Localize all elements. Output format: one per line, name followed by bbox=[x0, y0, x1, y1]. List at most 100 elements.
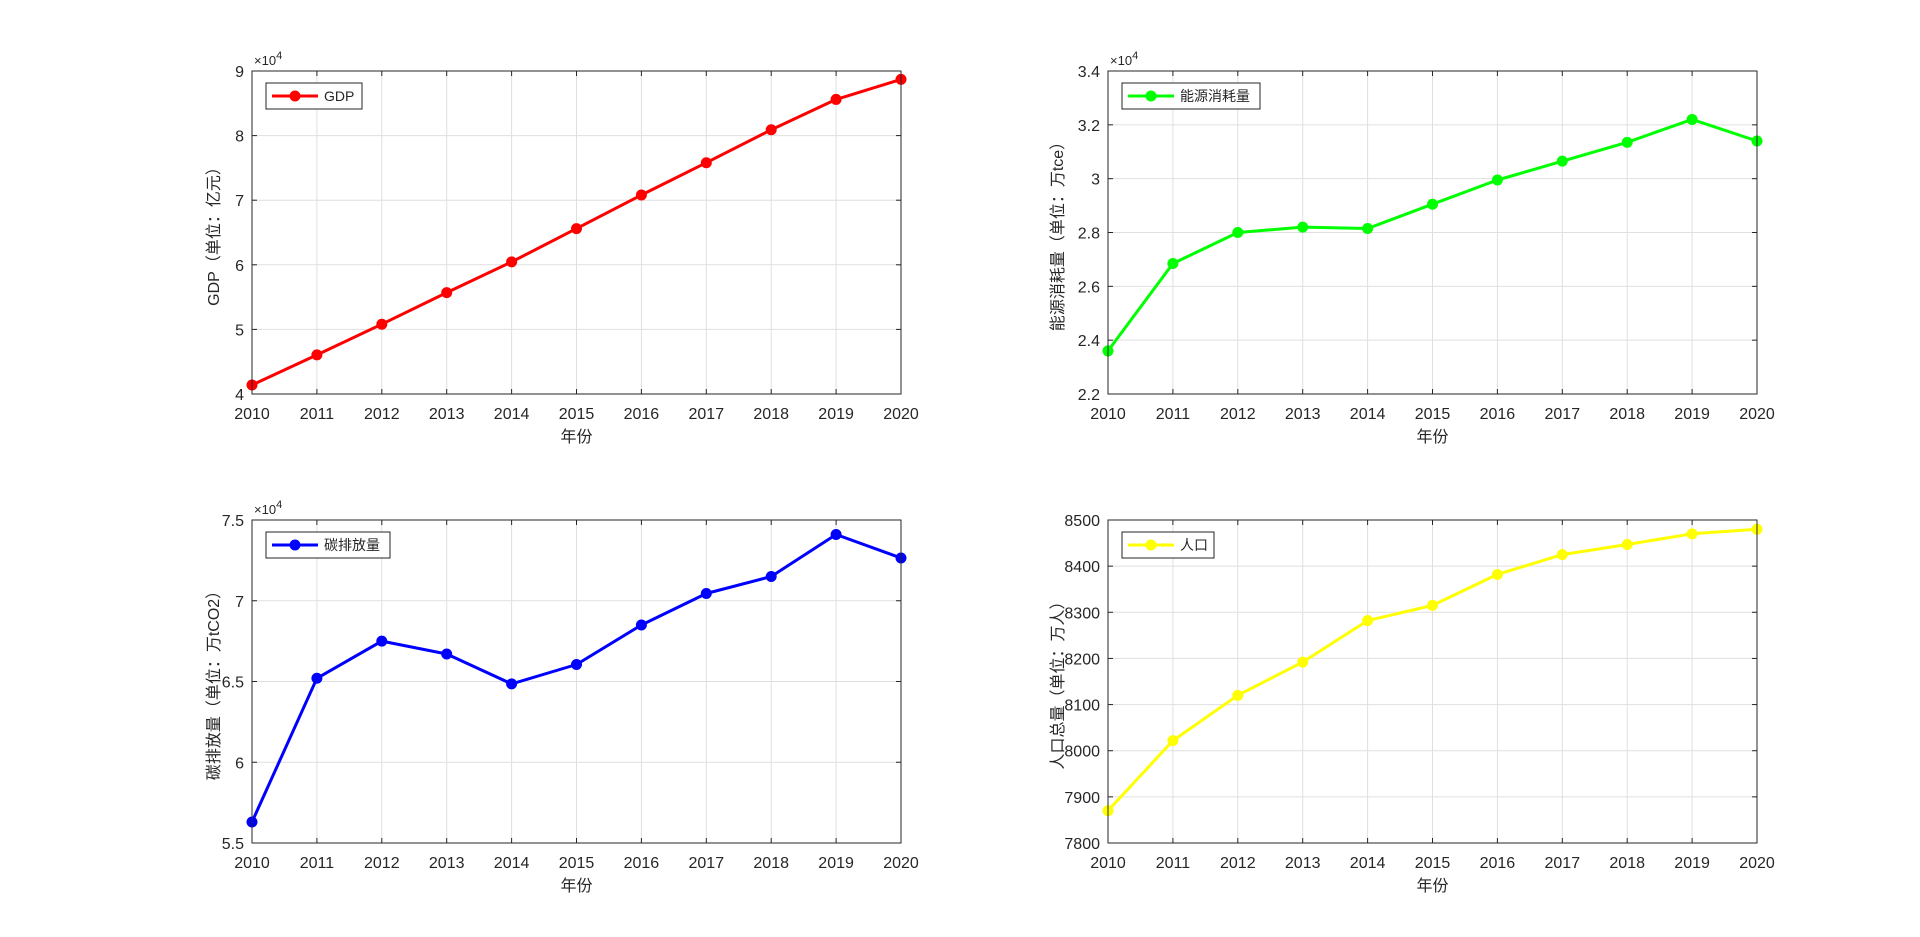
x-tick-label: 2011 bbox=[300, 855, 335, 872]
y-tick-label: 8500 bbox=[1064, 513, 1100, 530]
data-point bbox=[506, 256, 518, 268]
x-tick-label: 2019 bbox=[818, 406, 854, 423]
chart-2: 2010 2011 2012 2013 2014 2015 2016 2017 2018 2019… bbox=[1049, 50, 1775, 446]
y-exponent-label: ×104 bbox=[254, 499, 282, 517]
x-tick-label: 2015 bbox=[559, 855, 595, 872]
y-tick-label: 6 bbox=[235, 755, 244, 772]
y-tick-label: 8300 bbox=[1064, 605, 1100, 622]
data-point bbox=[1621, 136, 1633, 148]
legend-label: 能源消耗量 bbox=[1180, 88, 1250, 104]
x-tick-label: 2012 bbox=[364, 406, 400, 423]
data-point bbox=[1491, 568, 1503, 580]
x-tick-label: 2018 bbox=[753, 406, 789, 423]
y-tick-label: 8100 bbox=[1064, 698, 1100, 715]
y-tick-label: 6.5 bbox=[222, 675, 244, 692]
y-axis-label: 能源消耗量（单位：万tce） bbox=[1049, 134, 1067, 331]
x-tick-label: 2019 bbox=[818, 855, 854, 872]
legend-marker bbox=[289, 539, 301, 551]
x-axis-label: 年份 bbox=[1416, 877, 1448, 895]
x-tick-label: 2011 bbox=[1156, 855, 1191, 872]
x-tick-label: 2020 bbox=[1739, 855, 1775, 872]
data-point bbox=[1686, 528, 1698, 540]
y-tick-label: 8200 bbox=[1064, 651, 1100, 668]
y-tick-label: 7 bbox=[235, 193, 244, 210]
x-tick-label: 2017 bbox=[1545, 406, 1581, 423]
data-point bbox=[1362, 222, 1374, 234]
data-point bbox=[830, 529, 842, 541]
x-tick-label: 2016 bbox=[1480, 406, 1516, 423]
legend: 人口 bbox=[1121, 531, 1215, 559]
y-tick-label: 3.2 bbox=[1078, 118, 1100, 135]
x-tick-label: 2014 bbox=[1350, 406, 1386, 423]
data-point bbox=[1362, 615, 1374, 627]
data-point bbox=[311, 349, 323, 361]
data-point bbox=[1167, 735, 1179, 747]
y-tick-label: 2.4 bbox=[1078, 333, 1100, 350]
y-tick-label: 5 bbox=[235, 322, 244, 339]
y-exponent-label: ×104 bbox=[1110, 50, 1138, 68]
x-tick-label: 2016 bbox=[1480, 855, 1516, 872]
axes-box bbox=[251, 519, 902, 844]
data-point bbox=[1427, 198, 1438, 210]
data-point bbox=[1232, 689, 1244, 701]
data-point bbox=[1621, 538, 1633, 550]
data-point bbox=[376, 635, 388, 647]
x-tick-label: 2013 bbox=[1285, 855, 1321, 872]
x-tick-label: 2013 bbox=[429, 855, 465, 872]
axes-box bbox=[1107, 519, 1758, 844]
x-tick-label: 2018 bbox=[753, 855, 789, 872]
y-tick-label: 8400 bbox=[1064, 559, 1100, 576]
x-tick-label: 2015 bbox=[1415, 406, 1451, 423]
y-tick-label: 7800 bbox=[1064, 836, 1100, 853]
x-axis-label: 年份 bbox=[560, 428, 592, 446]
data-point bbox=[1232, 227, 1244, 238]
y-tick-label: 8 bbox=[235, 129, 244, 146]
x-tick-label: 2014 bbox=[1350, 855, 1386, 872]
x-tick-label: 2018 bbox=[1609, 406, 1645, 423]
data-point bbox=[635, 619, 647, 631]
x-tick-label: 2017 bbox=[689, 406, 725, 423]
data-point bbox=[1556, 155, 1568, 167]
x-tick-label: 2017 bbox=[1545, 855, 1581, 872]
x-tick-label: 2011 bbox=[300, 406, 335, 423]
data-point bbox=[1556, 549, 1568, 561]
data-point bbox=[1167, 257, 1179, 269]
data-point bbox=[311, 672, 323, 684]
y-tick-label: 5.5 bbox=[222, 836, 244, 853]
x-tick-label: 2012 bbox=[364, 855, 400, 872]
data-point bbox=[700, 157, 712, 169]
x-tick-label: 2010 bbox=[1090, 406, 1126, 423]
x-axis-label: 年份 bbox=[560, 877, 592, 895]
y-tick-label: 3 bbox=[1091, 172, 1100, 189]
chart-4: 2010 2011 2012 2013 2014 2015 2016 2017 2018 2019… bbox=[1049, 513, 1775, 895]
x-tick-label: 2010 bbox=[234, 855, 270, 872]
legend-marker bbox=[1145, 90, 1157, 102]
legend: GDP bbox=[265, 82, 363, 110]
data-point bbox=[830, 93, 842, 105]
y-tick-label: 7.5 bbox=[222, 513, 244, 530]
x-tick-label: 2010 bbox=[234, 406, 270, 423]
y-tick-label: 9 bbox=[235, 64, 244, 81]
data-point bbox=[700, 587, 712, 599]
x-tick-label: 2015 bbox=[1415, 855, 1451, 872]
x-axis-label: 年份 bbox=[1416, 428, 1448, 446]
chart-1: 2010 2011 2012 2013 2014 2015 2016 2017 2018 2019… bbox=[205, 50, 919, 446]
y-tick-label: 2.2 bbox=[1078, 387, 1100, 404]
axes-box bbox=[1107, 70, 1758, 395]
chart-3: 2010 2011 2012 2013 2014 2015 2016 2017 2018 2019… bbox=[205, 499, 919, 895]
data-point bbox=[1427, 599, 1438, 611]
x-tick-label: 2012 bbox=[1220, 855, 1256, 872]
data-point bbox=[571, 223, 582, 235]
x-tick-label: 2020 bbox=[883, 855, 919, 872]
axes-box bbox=[251, 70, 902, 395]
y-tick-label: 2.6 bbox=[1078, 279, 1100, 296]
legend-marker bbox=[1145, 539, 1157, 551]
data-point bbox=[376, 318, 388, 330]
x-tick-label: 2020 bbox=[883, 406, 919, 423]
x-tick-label: 2018 bbox=[1609, 855, 1645, 872]
x-tick-label: 2016 bbox=[624, 406, 660, 423]
data-point bbox=[765, 124, 777, 136]
x-tick-label: 2012 bbox=[1220, 406, 1256, 423]
x-tick-label: 2013 bbox=[1285, 406, 1321, 423]
y-tick-label: 8000 bbox=[1064, 744, 1100, 761]
